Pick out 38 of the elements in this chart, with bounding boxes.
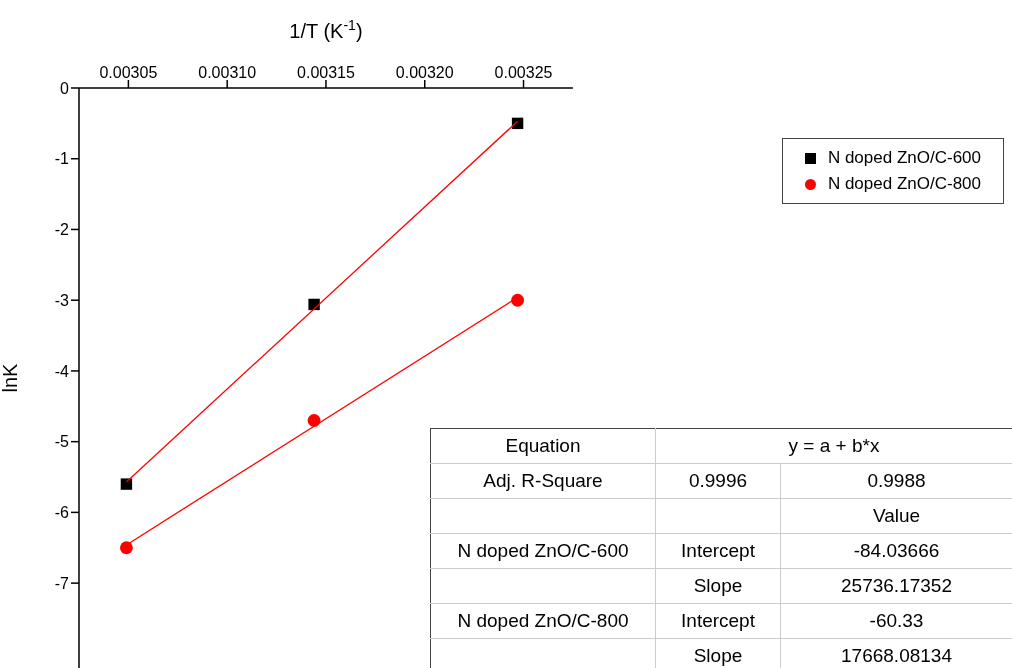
text: Value [872, 505, 921, 526]
annotation: N doped ZnO/C-600 [430, 533, 656, 569]
text: Intercept [681, 540, 755, 561]
y-tick-label: -7 [54, 574, 70, 592]
y-tick-label: -5 [54, 433, 70, 451]
point [119, 541, 133, 555]
y-tick-label: -1 [54, 150, 70, 168]
point [308, 298, 320, 311]
text: y = a + b*x [788, 435, 880, 456]
text: 25736.17352 [841, 575, 952, 596]
y-tick-label: -4 [54, 362, 70, 380]
y-tick-label: -6 [54, 504, 70, 522]
text: Slope [693, 575, 743, 596]
text: Slope [693, 645, 743, 666]
point [511, 293, 525, 307]
annotation: Equation [430, 428, 656, 464]
annotation: Adj. R-Square [430, 463, 656, 499]
text: 17668.08134 [841, 645, 952, 666]
legend-label: N doped ZnO/C-600 [827, 148, 981, 167]
annotation: N doped ZnO/C-800 [430, 603, 656, 639]
text: 0.9996 [688, 470, 748, 491]
x-tick-label: 0.00305 [99, 64, 158, 81]
text: -60.33 [869, 610, 924, 631]
text: 0.9988 [867, 470, 926, 491]
x-tick-label: 0.00320 [395, 64, 454, 81]
x-tick-label: 0.00325 [494, 64, 553, 81]
x-tick-label: 0.00310 [198, 64, 257, 81]
x-axis-title: 1/T (K$^{-1}$) [289, 17, 363, 42]
legend-label: N doped ZnO/C-800 [827, 174, 981, 193]
y-tick-label: -3 [54, 291, 70, 309]
point [120, 478, 133, 490]
text: Intercept [681, 610, 755, 631]
text: -84.03666 [853, 540, 940, 561]
x-tick-label: 0.00315 [297, 64, 355, 81]
y-axis-title: lnK [0, 362, 22, 393]
y-tick-label: 0 [60, 79, 70, 97]
y-tick-label: -2 [54, 221, 70, 239]
point [307, 414, 321, 427]
